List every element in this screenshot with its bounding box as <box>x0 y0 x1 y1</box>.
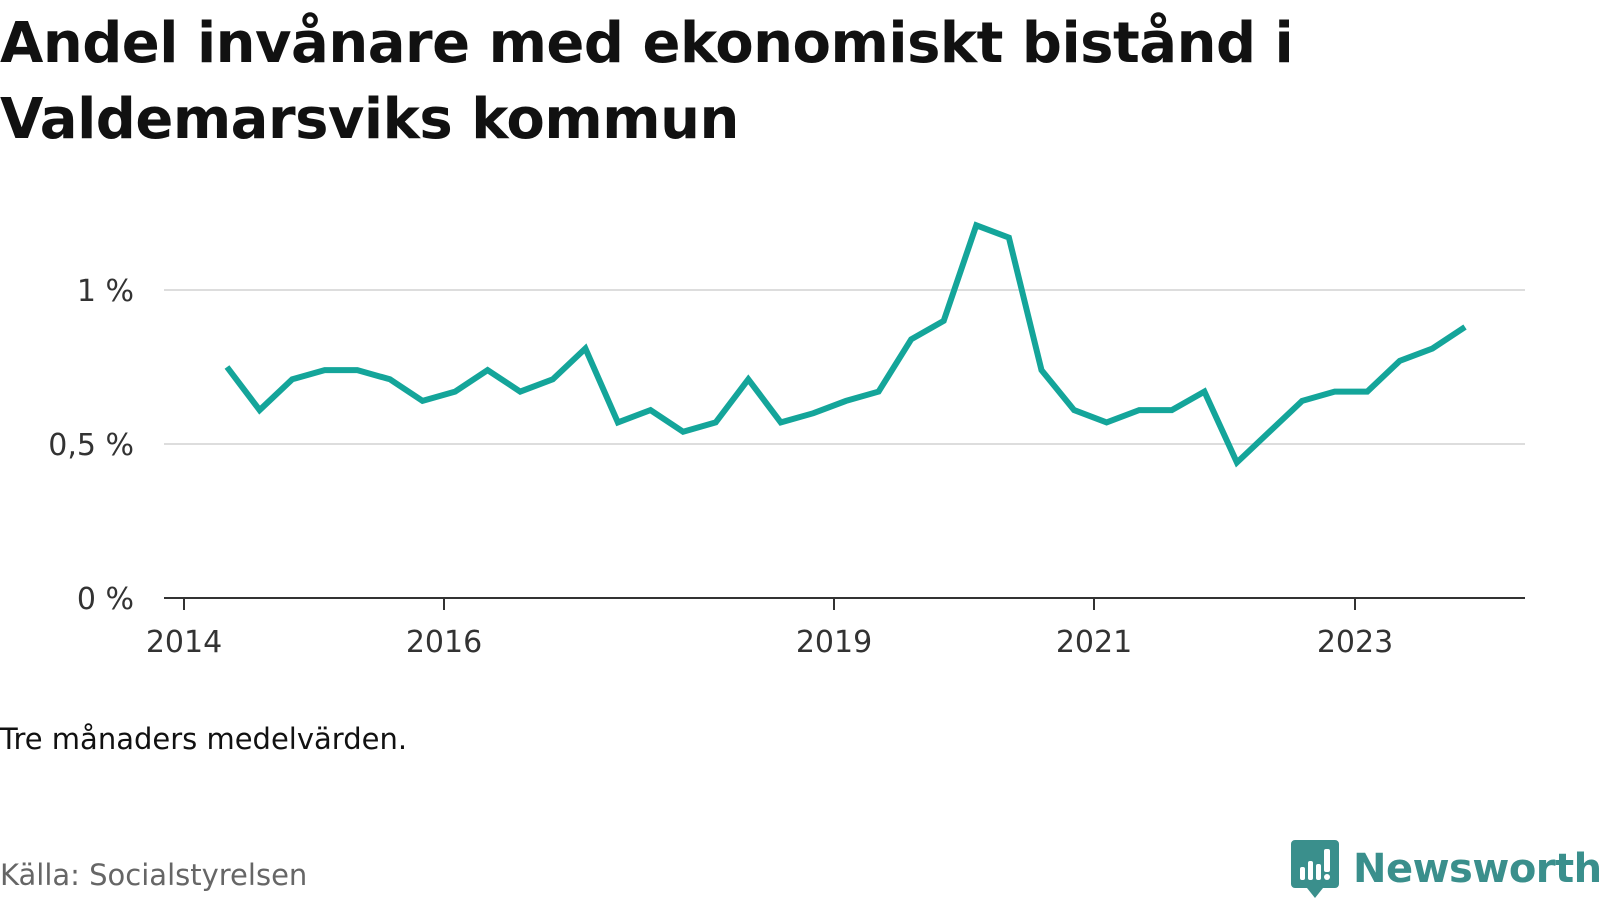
y-tick-label: 0 % <box>77 582 134 617</box>
y-axis-ticks: 0 % 0,5 % 1 % <box>48 274 134 617</box>
x-tick-label: 2016 <box>406 625 482 660</box>
x-axis: 2014 2016 2019 2021 2023 <box>146 597 1525 660</box>
series-line-path <box>224 221 1467 468</box>
chart-source: Källa: Socialstyrelsen <box>0 858 308 892</box>
chart-title: Andel invånare med ekonomiskt bistånd i … <box>0 11 1294 152</box>
x-tick-label: 2019 <box>796 625 872 660</box>
x-tick-label: 2023 <box>1317 625 1393 660</box>
y-tick-label: 1 % <box>77 274 134 309</box>
x-tick-label: 2014 <box>146 625 222 660</box>
series-line <box>224 221 1467 468</box>
newsworthy-logo: Newsworthy <box>1291 840 1600 898</box>
grid-lines <box>164 289 1525 445</box>
newsworthy-logo-text: Newsworthy <box>1353 846 1600 892</box>
chart-note: Tre månaders medelvärden. <box>0 722 408 756</box>
newsworthy-logo-icon <box>1291 840 1339 898</box>
y-tick-label: 0,5 % <box>48 428 134 463</box>
x-tick-label: 2021 <box>1056 625 1132 660</box>
